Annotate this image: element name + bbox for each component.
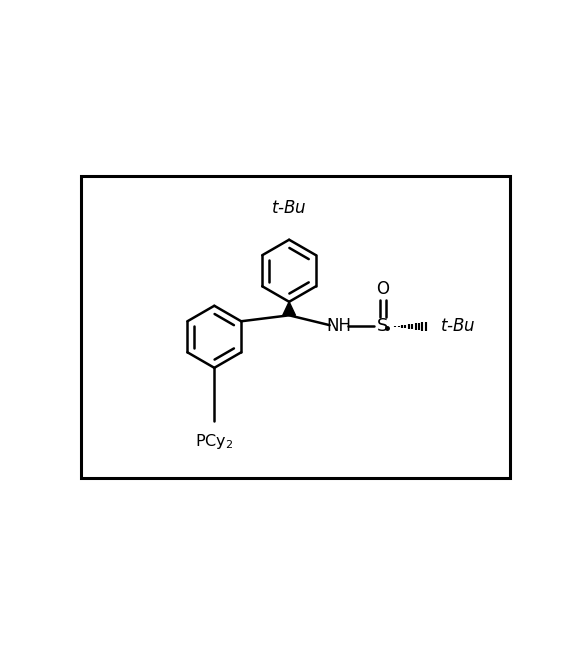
Text: S: S [377,318,389,336]
Text: NH: NH [326,318,351,336]
Text: $t$-Bu: $t$-Bu [439,318,475,336]
Text: $t$-Bu: $t$-Bu [271,200,307,218]
Text: O: O [377,279,389,297]
Polygon shape [283,302,296,316]
Text: PCy$_2$: PCy$_2$ [195,432,233,451]
